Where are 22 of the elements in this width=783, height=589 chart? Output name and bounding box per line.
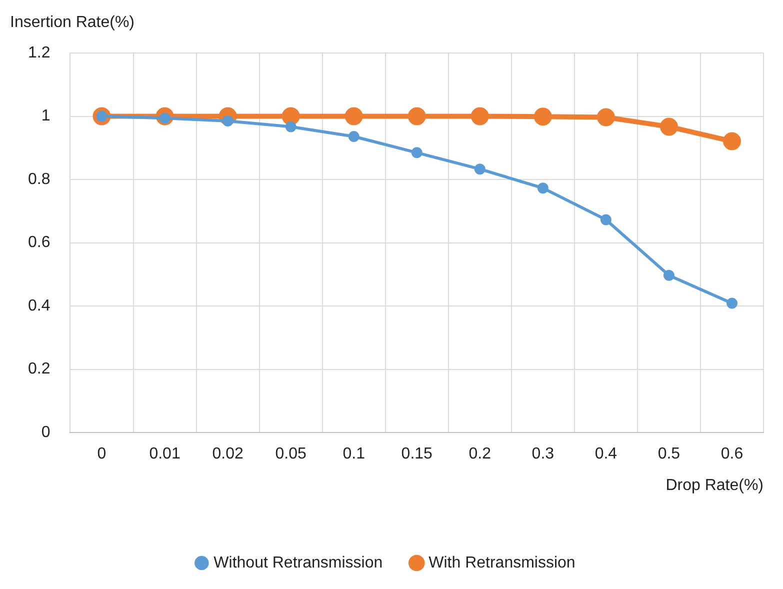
x-tick-label: 0.1 — [342, 446, 366, 463]
y-axis-title: Insertion Rate(%) — [10, 14, 134, 32]
x-tick-label: 0.2 — [468, 446, 492, 463]
x-tick-label: 0.6 — [720, 446, 744, 463]
y-tick-label: 0.6 — [28, 234, 50, 252]
y-tick-label: 0 — [41, 424, 50, 442]
x-tick-label: 0.15 — [401, 446, 433, 463]
y-tick-label: 0.8 — [28, 170, 50, 188]
x-axis-title: Drop Rate(%) — [666, 476, 764, 494]
x-tick-label: 0.02 — [212, 446, 244, 463]
x-tick-label: 0.3 — [532, 446, 554, 463]
x-tick-label: 0.05 — [275, 446, 306, 463]
x-tick-label: 0 — [97, 446, 106, 463]
legend-label: Without Retransmission — [214, 554, 383, 572]
y-tick-label: 0.2 — [28, 360, 50, 378]
y-tick-label: 1 — [41, 108, 50, 125]
legend-label: With Retransmission — [428, 554, 576, 572]
y-tick-label: 0.4 — [28, 297, 50, 314]
x-tick-label: 0.01 — [149, 446, 180, 463]
x-tick-label: 0.5 — [658, 446, 680, 463]
y-tick-label: 1.2 — [28, 44, 50, 62]
x-tick-label: 0.4 — [594, 446, 618, 463]
